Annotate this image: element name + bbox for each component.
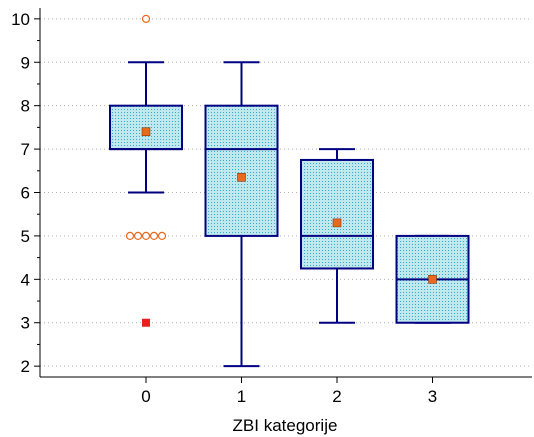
outlier-marker-0: [125, 231, 135, 241]
far-outlier-marker-0: [142, 318, 150, 327]
axes: 2 3 4 5 6 7 8 9 10 0 1 2 3: [11, 8, 532, 406]
mean-marker-0: [141, 127, 151, 137]
mean-marker-3: [428, 275, 437, 284]
x-tick-label-0: 0: [141, 387, 150, 406]
markers: [125, 14, 437, 327]
y-tick-label-6: 6: [21, 184, 30, 203]
y-tick-label-2: 2: [21, 357, 30, 376]
boxes: [109, 61, 470, 368]
y-tick-label-4: 4: [21, 270, 30, 289]
outlier-marker-0: [149, 231, 159, 241]
mean-marker-1: [237, 173, 246, 182]
x-axis-title: ZBI kategorije: [233, 416, 338, 435]
box-2: [300, 158, 374, 270]
y-tick-label-9: 9: [21, 53, 30, 72]
outlier-marker-0: [157, 231, 167, 241]
outlier-marker-0: [141, 231, 151, 241]
y-tick-label-7: 7: [21, 140, 30, 159]
mean-marker-2: [332, 218, 342, 228]
outlier-marker-0: [133, 231, 143, 241]
box-0: [109, 104, 183, 151]
box-1: [204, 104, 279, 237]
x-tick-label-3: 3: [428, 387, 437, 406]
y-tick-label-3: 3: [21, 314, 30, 333]
x-tick-label-2: 2: [332, 387, 341, 406]
y-tick-label-8: 8: [21, 97, 30, 116]
outlier-marker-0: [141, 14, 151, 23]
y-tick-label-5: 5: [21, 227, 30, 246]
y-tick-label-10: 10: [11, 10, 30, 29]
x-tick-label-1: 1: [237, 387, 246, 406]
